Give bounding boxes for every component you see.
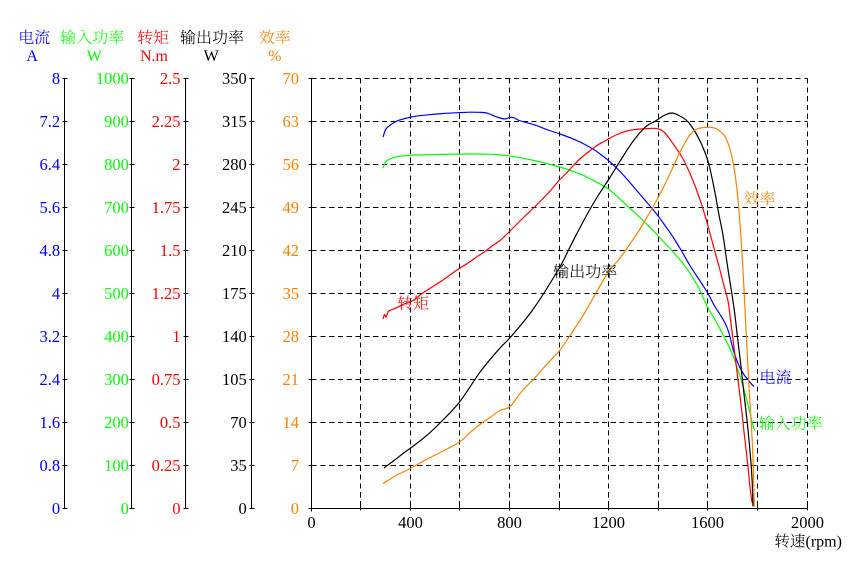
svg-text:0: 0 (52, 499, 60, 518)
svg-text:A: A (26, 48, 38, 65)
svg-text:N.m: N.m (140, 48, 169, 65)
svg-text:1.5: 1.5 (160, 241, 181, 260)
svg-text:105: 105 (222, 370, 247, 389)
svg-text:1.25: 1.25 (152, 284, 181, 303)
svg-text:3.2: 3.2 (39, 327, 60, 346)
svg-text:42: 42 (283, 241, 300, 260)
svg-text:2.25: 2.25 (152, 112, 181, 131)
svg-text:W: W (87, 48, 103, 65)
svg-text:0: 0 (172, 499, 180, 518)
svg-text:0: 0 (291, 499, 299, 518)
svg-text:800: 800 (104, 155, 129, 174)
svg-text:245: 245 (222, 198, 247, 217)
svg-text:140: 140 (222, 327, 247, 346)
svg-text:35: 35 (230, 456, 247, 475)
svg-text:350: 350 (222, 69, 247, 88)
svg-text:800: 800 (497, 513, 522, 532)
svg-text:%: % (268, 48, 281, 65)
svg-text:2.4: 2.4 (39, 370, 60, 389)
svg-text:70: 70 (283, 69, 300, 88)
svg-text:5.6: 5.6 (39, 198, 60, 217)
svg-text:0.25: 0.25 (152, 456, 181, 475)
svg-text:21: 21 (283, 370, 300, 389)
svg-text:2: 2 (172, 155, 180, 174)
svg-text:0.75: 0.75 (152, 370, 181, 389)
svg-text:0: 0 (307, 513, 315, 532)
svg-text:W: W (204, 48, 220, 65)
svg-text:63: 63 (283, 112, 300, 131)
svg-text:300: 300 (104, 370, 129, 389)
svg-text:1: 1 (172, 327, 180, 346)
svg-text:0: 0 (238, 499, 246, 518)
svg-text:28: 28 (283, 327, 300, 346)
svg-text:900: 900 (104, 112, 129, 131)
svg-text:4.8: 4.8 (39, 241, 60, 260)
svg-text:35: 35 (283, 284, 300, 303)
svg-text:4: 4 (52, 284, 60, 303)
svg-text:2000: 2000 (791, 513, 824, 532)
svg-text:56: 56 (283, 155, 300, 174)
svg-text:400: 400 (398, 513, 423, 532)
svg-text:1.75: 1.75 (152, 198, 181, 217)
svg-text:49: 49 (283, 198, 300, 217)
svg-text:7: 7 (291, 456, 299, 475)
svg-text:1600: 1600 (691, 513, 724, 532)
svg-text:2.5: 2.5 (160, 69, 181, 88)
svg-text:1000: 1000 (96, 69, 129, 88)
svg-text:500: 500 (104, 284, 129, 303)
svg-text:6.4: 6.4 (39, 155, 60, 174)
svg-text:210: 210 (222, 241, 247, 260)
svg-text:0.5: 0.5 (160, 413, 181, 432)
svg-text:600: 600 (104, 241, 129, 260)
svg-text:175: 175 (222, 284, 247, 303)
svg-text:1200: 1200 (592, 513, 625, 532)
svg-text:400: 400 (104, 327, 129, 346)
svg-text:100: 100 (104, 456, 129, 475)
svg-text:8: 8 (52, 69, 60, 88)
svg-text:7.2: 7.2 (39, 112, 60, 131)
svg-text:(rpm): (rpm) (806, 534, 842, 551)
svg-text:700: 700 (104, 198, 129, 217)
svg-text:200: 200 (104, 413, 129, 432)
svg-text:14: 14 (283, 413, 300, 432)
svg-text:0: 0 (121, 499, 129, 518)
svg-text:315: 315 (222, 112, 247, 131)
svg-text:0.8: 0.8 (39, 456, 60, 475)
svg-text:70: 70 (230, 413, 247, 432)
svg-text:1.6: 1.6 (39, 413, 60, 432)
svg-text:280: 280 (222, 155, 247, 174)
